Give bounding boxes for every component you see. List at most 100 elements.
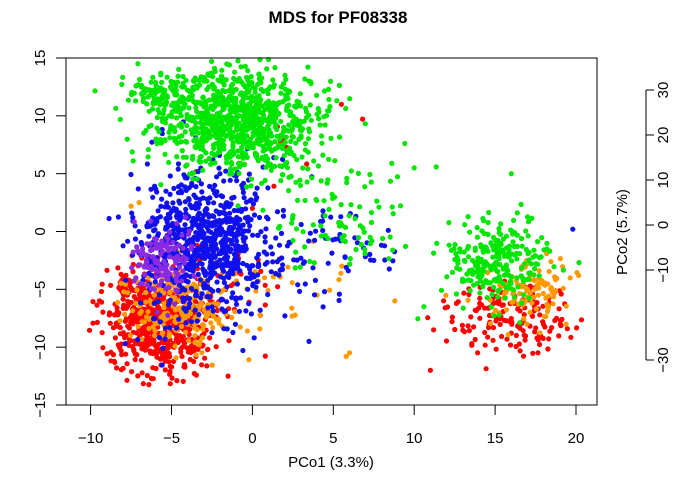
data-point (158, 182, 164, 188)
data-point (246, 357, 252, 363)
data-point (338, 214, 344, 220)
data-point (387, 234, 393, 240)
data-point (180, 73, 186, 80)
data-point (218, 202, 224, 208)
data-point (278, 230, 285, 236)
data-point (137, 76, 143, 83)
data-point (318, 133, 325, 139)
data-point (347, 96, 353, 102)
data-point (122, 311, 128, 317)
data-point (252, 89, 258, 95)
data-point (281, 153, 287, 159)
data-point (278, 178, 284, 184)
data-point (559, 316, 565, 322)
data-point (158, 140, 164, 146)
data-point (235, 203, 241, 209)
data-point (475, 266, 481, 272)
data-point (170, 88, 176, 94)
data-point (319, 140, 325, 146)
data-point (120, 74, 126, 80)
series-4 (92, 56, 582, 326)
data-point (293, 140, 299, 146)
data-point (289, 220, 295, 226)
data-point (107, 320, 113, 326)
data-point (143, 289, 149, 296)
data-point (141, 130, 147, 136)
data-point (178, 139, 184, 145)
data-point (262, 147, 268, 153)
data-point (176, 66, 182, 72)
data-point (216, 251, 222, 257)
data-point (200, 147, 206, 153)
data-point (172, 128, 178, 135)
y-tick-label: 10 (32, 107, 49, 124)
data-point (135, 186, 141, 192)
data-point (461, 290, 467, 296)
data-point (134, 287, 140, 293)
data-point (240, 93, 246, 99)
data-point (208, 259, 214, 265)
data-point (320, 152, 326, 158)
data-point (568, 334, 574, 340)
data-point (242, 248, 248, 254)
data-point (189, 243, 195, 249)
data-point (169, 364, 175, 370)
data-point (563, 321, 569, 327)
data-point (180, 154, 186, 160)
data-point (254, 279, 260, 285)
data-point (305, 136, 311, 142)
data-point (206, 129, 212, 136)
data-point (467, 229, 473, 235)
data-point (343, 353, 349, 359)
data-point (226, 338, 232, 344)
data-point (210, 220, 216, 226)
data-point (136, 200, 142, 206)
data-point (159, 79, 165, 85)
data-point (280, 172, 286, 178)
data-point (178, 106, 184, 112)
data-point (461, 257, 467, 264)
data-point (216, 114, 223, 121)
data-point (190, 176, 196, 182)
data-point (532, 266, 538, 272)
data-point (514, 232, 520, 238)
data-point (302, 197, 308, 204)
data-point (232, 321, 238, 327)
data-point (193, 83, 200, 89)
data-point (245, 286, 251, 292)
data-point (213, 241, 219, 247)
data-point (146, 270, 152, 276)
data-point (174, 115, 180, 121)
data-point (277, 136, 283, 142)
data-point (297, 177, 303, 183)
right-y-axis-label: PCo2 (5.7%) (614, 189, 631, 275)
data-point (264, 259, 270, 265)
chart-title: MDS for PF08338 (269, 8, 408, 27)
data-point (144, 372, 150, 379)
data-point (257, 101, 263, 107)
data-point (214, 307, 220, 314)
data-point (489, 291, 495, 297)
data-point (504, 336, 510, 342)
data-point (262, 239, 268, 245)
data-point (254, 255, 260, 261)
data-point (162, 367, 168, 373)
data-point (159, 196, 165, 202)
data-point (195, 214, 201, 221)
data-point (228, 283, 234, 289)
data-point (523, 228, 529, 234)
data-point (123, 277, 129, 283)
data-point (156, 304, 162, 310)
data-point (488, 304, 494, 310)
data-point (386, 256, 392, 262)
data-point (270, 77, 276, 83)
data-point (167, 371, 173, 377)
y-tick-label: 5 (32, 169, 49, 177)
data-point (135, 323, 141, 329)
data-point (298, 133, 304, 139)
data-point (294, 122, 300, 128)
data-point (143, 299, 149, 305)
data-point (129, 149, 135, 155)
data-point (174, 220, 180, 227)
data-point (167, 325, 173, 331)
